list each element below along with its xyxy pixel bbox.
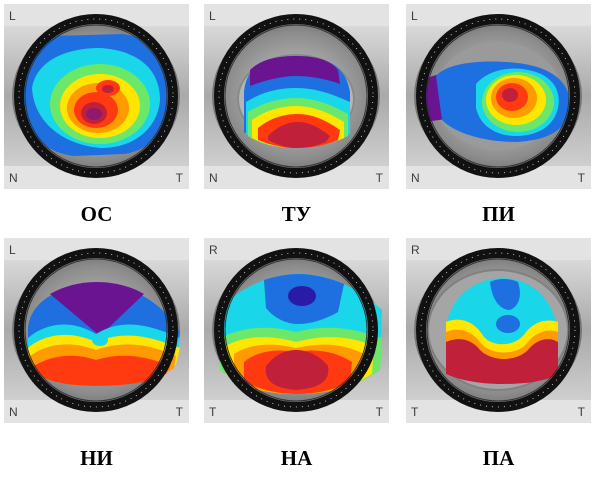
panel-caption-tu: ТУ bbox=[281, 202, 312, 226]
bottom-right-label: T bbox=[375, 405, 383, 419]
bottom-left-label: N bbox=[9, 405, 18, 419]
panel-caption-pi: ПИ bbox=[482, 202, 515, 226]
eye-side-label: R bbox=[411, 243, 420, 257]
bottom-left-label: N bbox=[209, 171, 218, 185]
bottom-right-label: T bbox=[175, 405, 183, 419]
topography-panel-ni: L N T bbox=[4, 238, 189, 423]
eye-side-label: L bbox=[411, 9, 418, 23]
corneal-map-pa bbox=[406, 238, 591, 423]
bottom-right-label: T bbox=[577, 171, 585, 185]
bottom-left-label: T bbox=[411, 405, 419, 419]
panel-caption-na: НА bbox=[280, 446, 313, 470]
corneal-map-oc bbox=[4, 4, 189, 189]
eye-side-label: L bbox=[9, 9, 16, 23]
topography-panel-oc: L N T bbox=[4, 4, 189, 189]
bottom-right-label: T bbox=[577, 405, 585, 419]
panel-caption-pa: ПА bbox=[482, 446, 515, 470]
eye-side-label: L bbox=[209, 9, 216, 23]
topography-panel-na: R T T bbox=[204, 238, 389, 423]
bottom-left-label: T bbox=[209, 405, 217, 419]
bottom-left-label: N bbox=[9, 171, 18, 185]
topography-panel-tu: L N T bbox=[204, 4, 389, 189]
eye-side-label: R bbox=[209, 243, 218, 257]
topography-panel-pi: L N T bbox=[406, 4, 591, 189]
corneal-map-tu bbox=[204, 4, 389, 189]
panel-caption-ni: НИ bbox=[80, 446, 113, 470]
bottom-left-label: N bbox=[411, 171, 420, 185]
panel-caption-oc: ОС bbox=[80, 202, 113, 226]
corneal-map-pi bbox=[406, 4, 591, 189]
topography-panel-pa: R T T bbox=[406, 238, 591, 423]
bottom-right-label: T bbox=[175, 171, 183, 185]
bottom-right-label: T bbox=[375, 171, 383, 185]
eye-side-label: L bbox=[9, 243, 16, 257]
corneal-map-ni bbox=[4, 238, 189, 423]
corneal-map-na bbox=[204, 238, 389, 423]
